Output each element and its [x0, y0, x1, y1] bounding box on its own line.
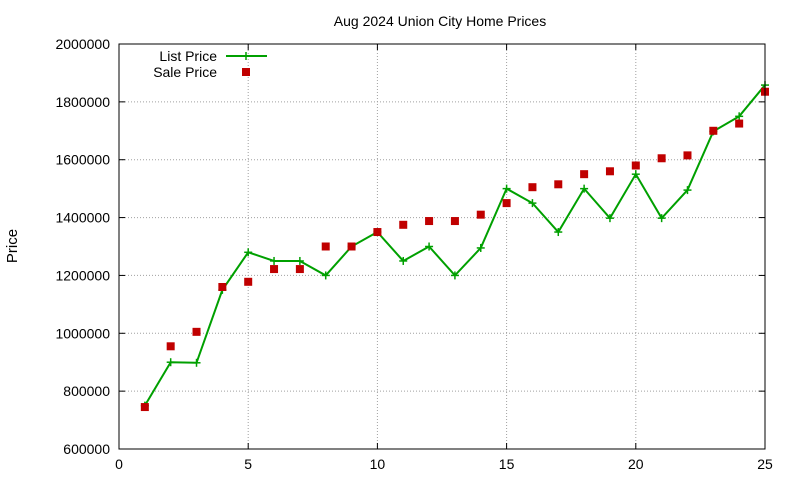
sale-price-point	[347, 242, 356, 251]
sale-price-point	[218, 283, 227, 291]
sale-price-point	[166, 342, 175, 351]
axis-ticks: 0 5 10 15 20 25 600000 800000 1000000 1200000 1400…	[55, 36, 773, 472]
y-tick-label: 600000	[63, 441, 110, 457]
sale-price-point	[140, 403, 149, 412]
list-price-point	[270, 256, 279, 265]
y-tick-label: 1600000	[55, 152, 110, 168]
sale-price-point	[321, 242, 330, 251]
plot-frame	[118, 43, 766, 450]
sale-price-point	[580, 170, 589, 179]
y-tick-label: 800000	[63, 383, 110, 399]
x-tick-label: 5	[244, 456, 252, 472]
list-price-point	[476, 243, 485, 252]
list-price-point	[528, 199, 537, 208]
list-price-point	[631, 170, 640, 179]
sale-price-point	[244, 277, 253, 286]
list-price-point	[683, 186, 692, 195]
y-tick-label: 1400000	[55, 210, 110, 226]
sale-price-point	[502, 199, 511, 208]
sale-price-point	[425, 217, 434, 226]
list-price-point	[605, 214, 614, 223]
list-price-point	[321, 271, 330, 280]
sale-price-point	[683, 151, 692, 160]
sale-price-point	[631, 161, 640, 170]
list-price-point	[295, 256, 304, 265]
grid	[119, 44, 765, 449]
x-tick-label: 0	[115, 456, 123, 472]
sale-price-point	[192, 327, 201, 336]
y-tick-label: 2000000	[55, 36, 110, 52]
sale-price-point	[373, 228, 382, 237]
list-price-point	[244, 248, 253, 257]
x-tick-label: 20	[628, 456, 644, 472]
list-price-line	[143, 84, 766, 407]
legend-label-sale-price: Sale Price	[153, 64, 217, 80]
legend-label-list-price: List Price	[159, 48, 217, 64]
list-price-point	[166, 358, 175, 367]
list-price-point	[192, 358, 201, 367]
chart-title: Aug 2024 Union City Home Prices	[334, 13, 546, 29]
sale-price-point	[735, 119, 744, 128]
sale-price-point	[476, 210, 485, 219]
list-price-point	[502, 184, 511, 193]
sale-price-point	[657, 154, 666, 163]
sale-price-point	[399, 220, 408, 229]
sale-price-point	[554, 180, 563, 189]
sale-price-point	[270, 265, 279, 274]
list-price-point	[554, 228, 563, 237]
legend-marker-list-price	[242, 52, 250, 60]
x-tick-label: 10	[370, 456, 386, 472]
x-tick-label: 15	[499, 456, 515, 472]
list-price-point	[425, 242, 434, 251]
sale-price-point	[450, 217, 459, 226]
list-price-point	[580, 184, 589, 193]
y-axis-label: Price	[4, 229, 21, 263]
y-tick-label: 1800000	[55, 94, 110, 110]
sale-price-point	[605, 167, 614, 176]
series-layer	[140, 81, 769, 412]
legend-marker-sale-price	[242, 68, 250, 76]
sale-price-point	[709, 126, 718, 135]
list-price-point	[450, 271, 459, 280]
y-tick-label: 1000000	[55, 325, 110, 341]
x-tick-label: 25	[757, 456, 773, 472]
list-price-point	[657, 214, 666, 223]
sale-price-point	[295, 265, 304, 274]
list-price-point	[399, 256, 408, 265]
y-tick-label: 1200000	[55, 267, 110, 283]
sale-price-point	[528, 183, 537, 192]
list-price-point	[735, 112, 744, 121]
